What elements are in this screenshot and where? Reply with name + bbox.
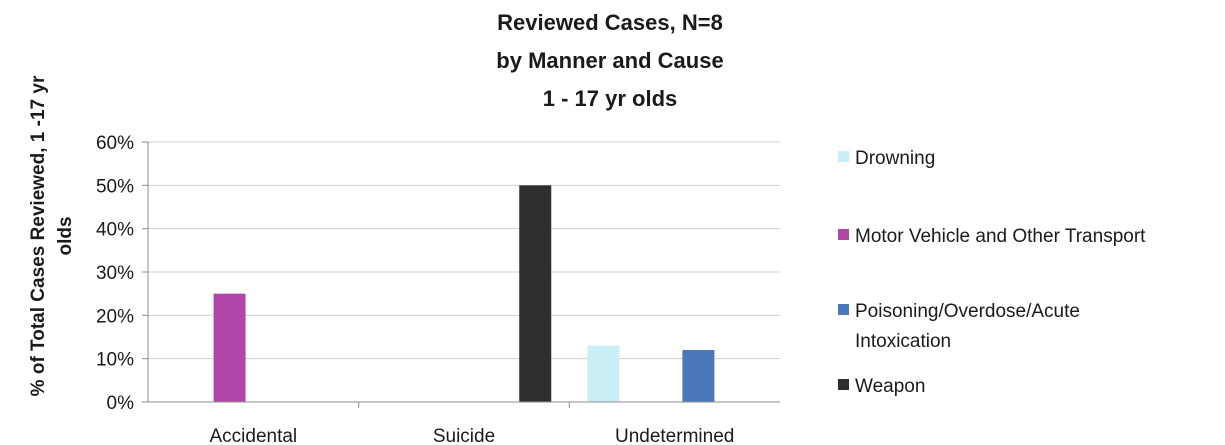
category-label: Suicide (433, 426, 495, 445)
chart-title: Reviewed Cases, N=8 by Manner and Cause … (496, 10, 723, 111)
legend-swatch (838, 379, 849, 390)
legend-swatch (838, 151, 849, 162)
y-axis-title-line-2: olds (55, 216, 76, 255)
y-tick-label: 60% (96, 133, 134, 154)
y-tick-label: 0% (107, 393, 135, 414)
y-axis-title: % of Total Cases Reviewed, 1 -17 yr olds (28, 75, 76, 396)
y-tick-label: 20% (96, 306, 134, 327)
title-line-3: 1 - 17 yr olds (543, 86, 678, 111)
y-axis-title-line-1: % of Total Cases Reviewed, 1 -17 yr (28, 75, 49, 396)
bars (213, 185, 715, 402)
category-labels: Accidental Suicide Undetermined (209, 426, 734, 445)
legend-label: Drowning (855, 148, 935, 169)
legend-swatch (838, 304, 849, 315)
gridlines (142, 141, 780, 403)
legend-label: Motor Vehicle and Other Transport (855, 226, 1146, 247)
title-line-1: Reviewed Cases, N=8 (497, 10, 723, 35)
bar (587, 345, 620, 402)
legend-label: Intoxication (855, 331, 951, 352)
y-tick-label: 30% (96, 263, 134, 284)
category-label: Undetermined (615, 426, 734, 445)
legend-label: Poisoning/Overdose/Acute (855, 301, 1080, 322)
title-line-2: by Manner and Cause (496, 48, 723, 73)
category-label: Accidental (209, 426, 297, 445)
axes (147, 142, 780, 408)
bar (682, 350, 715, 402)
y-tick-label: 40% (96, 220, 134, 241)
legend-swatch (838, 229, 849, 240)
y-tick-label: 50% (96, 176, 134, 197)
legend-label: Weapon (855, 376, 925, 397)
bar (213, 293, 246, 402)
legend: Drowning Motor Vehicle and Other Transpor… (838, 148, 1146, 397)
y-tick-label: 10% (96, 350, 134, 371)
y-tick-labels: 0% 10% 20% 30% 40% 50% 60% (96, 133, 134, 414)
bar (519, 185, 552, 402)
